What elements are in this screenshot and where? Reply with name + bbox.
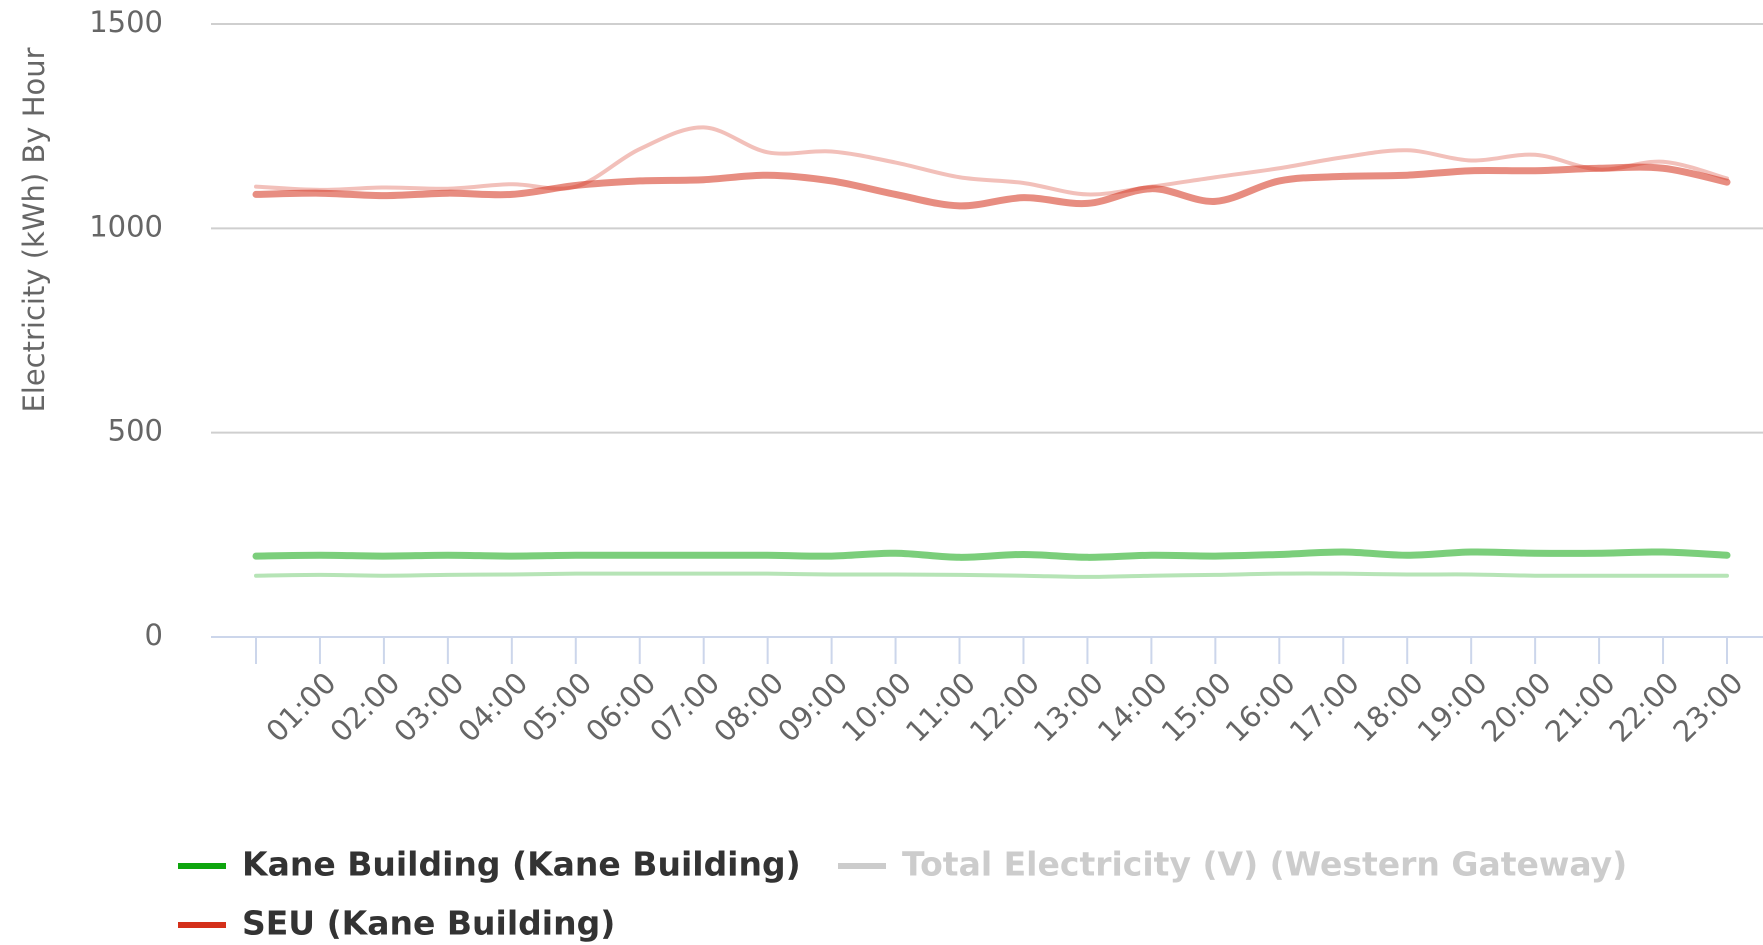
x-tick-label: 05:00 xyxy=(515,666,598,749)
series-line xyxy=(254,571,1729,579)
series-line xyxy=(252,548,1731,561)
legend-label: Total Electricity (V) (Western Gateway) xyxy=(902,845,1627,884)
x-tick-label: 16:00 xyxy=(1219,666,1302,749)
y-tick-label: 500 xyxy=(108,414,163,448)
y-tick-label: 1000 xyxy=(89,209,163,243)
y-tick-label: 0 xyxy=(145,618,163,652)
x-tick-label: 03:00 xyxy=(387,666,470,749)
x-tick-label: 17:00 xyxy=(1283,666,1366,749)
x-tick-label: 07:00 xyxy=(643,666,726,749)
x-tick-label: 11:00 xyxy=(899,666,982,749)
y-axis-title: Electricity (kWh) By Hour xyxy=(17,47,51,412)
series-line xyxy=(252,163,1731,210)
legend-label: SEU (Kane Building) xyxy=(242,904,615,943)
x-tick-label: 01:00 xyxy=(259,666,342,749)
x-tick-label: 02:00 xyxy=(323,666,406,749)
x-tick-label: 18:00 xyxy=(1347,666,1430,749)
x-tick-label: 19:00 xyxy=(1411,666,1494,749)
x-tick-label: 04:00 xyxy=(451,666,534,749)
x-tick-label: 20:00 xyxy=(1475,666,1558,749)
legend-label: Kane Building (Kane Building) xyxy=(242,845,801,884)
x-tick-label: 15:00 xyxy=(1155,666,1238,749)
x-tick-label: 06:00 xyxy=(579,666,662,749)
x-tick-label: 21:00 xyxy=(1539,666,1622,749)
x-tick-label: 09:00 xyxy=(771,666,854,749)
x-tick-label: 14:00 xyxy=(1091,666,1174,749)
x-tick-label: 23:00 xyxy=(1666,666,1749,749)
x-tick-label: 13:00 xyxy=(1027,666,1110,749)
x-tick-label: 10:00 xyxy=(835,666,918,749)
x-tick-label: 08:00 xyxy=(707,666,790,749)
series-line xyxy=(254,125,1729,197)
x-tick-label: 12:00 xyxy=(963,666,1046,749)
y-tick-label: 1500 xyxy=(89,5,163,39)
x-tick-label: 22:00 xyxy=(1603,666,1686,749)
